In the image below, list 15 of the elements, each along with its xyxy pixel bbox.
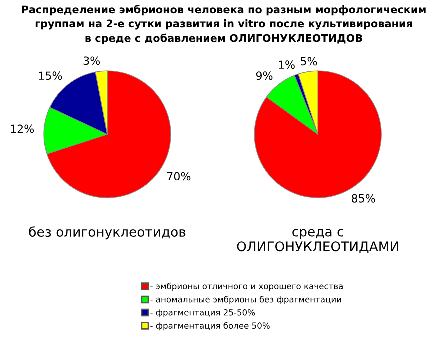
data-label: 85%	[352, 194, 376, 203]
text: без олигонуклеотидов	[29, 226, 186, 240]
data-label: 70%	[167, 172, 191, 181]
data-label: 1%	[279, 60, 295, 70]
data-label: 3%	[84, 56, 100, 66]
data-label: 9%	[256, 72, 273, 80]
data-label: 12%	[11, 124, 34, 134]
data-label: 5%	[301, 57, 318, 66]
legend-label: - аномальные эмбрионы без фрагментации	[150, 296, 342, 304]
legend-label: - эмбрионы отличного и хорошего качества	[150, 282, 343, 292]
legend-label: - фрагментация более 50%	[150, 322, 270, 331]
data-label: 15%	[39, 72, 62, 80]
legend-label: - фрагментация 25-50%	[150, 309, 256, 318]
chart-title: Распределение эмбрионов человека по разным морфологическим группам на 2-е сутки развития in vitro после культивирования в среде с добавлением ОЛИГОНУКЛЕОТИДОВ	[22, 5, 426, 44]
text: среда с ОЛИГОНУКЛЕОТИДАМИ	[237, 229, 398, 254]
